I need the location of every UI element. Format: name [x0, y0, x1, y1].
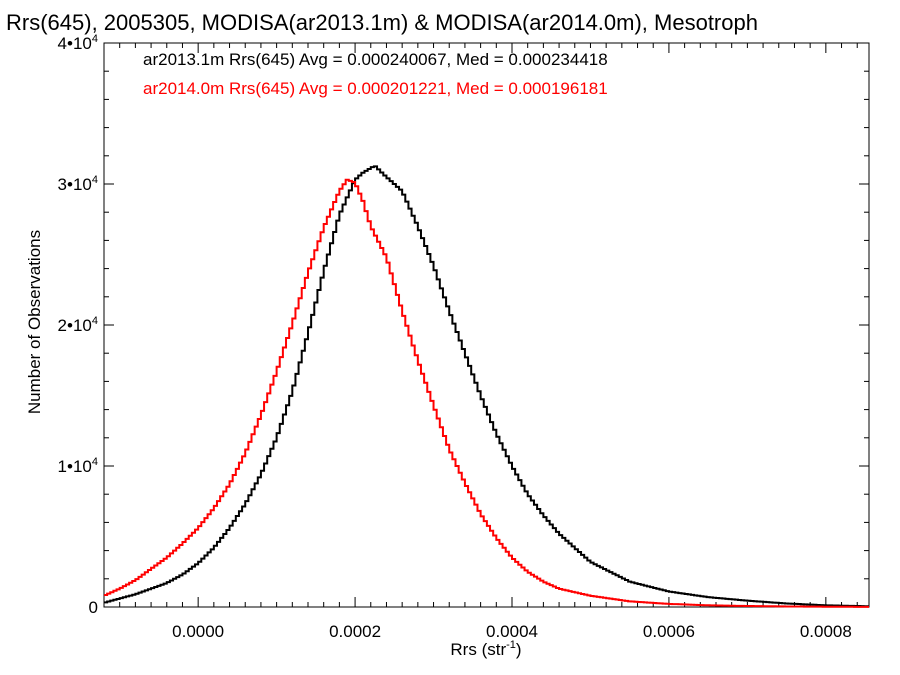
series-line-0 — [104, 165, 869, 608]
y-axis-label: Number of Observations — [25, 230, 44, 414]
x-axis-label: Rrs (str-1) — [450, 639, 521, 659]
y-tick-label: 4•104 — [58, 33, 98, 53]
y-tick-label: 1•104 — [58, 456, 98, 476]
y-tick-label: 0 — [89, 598, 98, 617]
y-tick-label: 3•104 — [58, 174, 98, 194]
x-tick-label: 0.0008 — [800, 622, 852, 641]
x-axis-label-tail: ) — [516, 640, 522, 659]
x-axis-label-main: Rrs (str — [450, 640, 506, 659]
x-tick-label: 0.0006 — [643, 622, 695, 641]
x-axis-label-exponent: -1 — [506, 639, 516, 651]
y-tick-label: 2•104 — [58, 315, 98, 335]
x-tick-label: 0.0002 — [329, 622, 381, 641]
x-tick-label: 0.0004 — [486, 622, 538, 641]
chart-title: Rrs(645), 2005305, MODISA(ar2013.1m) & M… — [6, 10, 758, 35]
x-ticks: 0.0000 0.0002 0.0004 0.0006 0.0008 — [103, 43, 858, 641]
series-line-1 — [104, 178, 869, 608]
legend-entry-ar2014: ar2014.0m Rrs(645) Avg = 0.000201221, Me… — [143, 79, 608, 98]
legend-entry-ar2013: ar2013.1m Rrs(645) Avg = 0.000240067, Me… — [143, 50, 608, 69]
y-ticks: 0 1•104 2•104 3•104 4•104 — [58, 33, 869, 617]
x-tick-label: 0.0000 — [172, 622, 224, 641]
series-layer — [104, 165, 869, 608]
